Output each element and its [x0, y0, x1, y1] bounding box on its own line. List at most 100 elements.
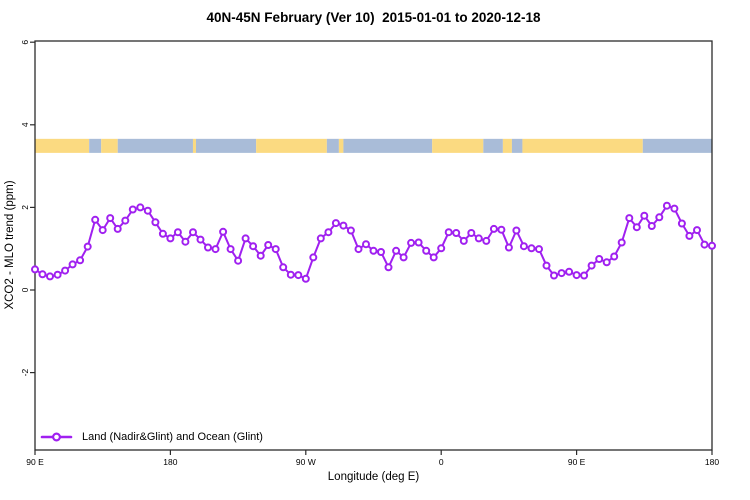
data-point [189, 228, 197, 237]
data-point [181, 237, 190, 246]
data-point [700, 240, 709, 249]
legend-marker-icon [40, 432, 73, 442]
data-point [377, 248, 385, 256]
data-point [519, 242, 528, 251]
data-point [632, 223, 641, 232]
data-point [166, 234, 175, 243]
data-point [234, 256, 243, 265]
x-tick-label: 90 W [296, 457, 316, 467]
data-point [196, 235, 205, 244]
data-point [617, 238, 626, 247]
x-tick-label: 180 [163, 457, 177, 467]
y-tick-label: -2 [20, 369, 30, 377]
data-point [677, 219, 686, 228]
data-point [625, 214, 634, 223]
data-point [301, 274, 310, 283]
data-point [173, 228, 182, 237]
map-band-segment-ocean [642, 138, 712, 153]
data-point [121, 216, 130, 225]
data-point [542, 261, 551, 270]
data-point [474, 234, 483, 243]
data-point [392, 246, 401, 255]
x-tick-label: 0 [439, 457, 444, 467]
data-point [286, 270, 295, 279]
x-tick-label: 90 E [26, 457, 44, 467]
data-point [512, 226, 521, 235]
y-tick-label: 0 [20, 287, 30, 292]
data-point [249, 242, 258, 251]
data-point [91, 215, 100, 224]
data-point [422, 246, 431, 255]
legend-label: Land (Nadir&Glint) and Ocean (Glint) [82, 431, 263, 443]
data-point [331, 219, 340, 228]
chart-title: 40N-45N February (Ver 10) 2015-01-01 to … [206, 10, 541, 25]
data-point [444, 228, 453, 237]
data-point [708, 241, 716, 250]
data-point [226, 245, 235, 254]
x-tick-label: 180 [705, 457, 719, 467]
data-point [504, 243, 513, 252]
map-band-segment-ocean [343, 138, 433, 153]
y-tick-label: 4 [20, 122, 30, 127]
data-point [106, 214, 115, 223]
data-point [640, 211, 649, 220]
data-point [670, 204, 679, 213]
data-point [482, 236, 491, 245]
data-point [46, 272, 54, 281]
data-point [151, 218, 160, 227]
data-point [279, 263, 288, 272]
data-point [136, 203, 145, 212]
data-point [294, 271, 303, 280]
data-point [459, 236, 468, 245]
data-point [467, 229, 476, 237]
map-band-segment-land [522, 138, 643, 153]
data-point [128, 205, 137, 214]
data-point [98, 226, 107, 235]
data-point [685, 231, 694, 240]
data-point [580, 271, 589, 280]
data-point [693, 226, 701, 235]
data-point [557, 269, 566, 278]
data-point [53, 270, 62, 279]
data-point [662, 201, 671, 210]
x-tick-label: 90 E [568, 457, 586, 467]
data-line [34, 204, 713, 280]
data-point [407, 238, 416, 247]
data-point [143, 206, 152, 215]
data-point [204, 243, 212, 252]
data-point [587, 261, 596, 270]
y-tick-label: 2 [20, 205, 30, 210]
map-band-segment-ocean [326, 138, 339, 153]
data-point [113, 224, 122, 233]
data-point [211, 245, 220, 254]
plot-box [34, 40, 713, 451]
legend: Land (Nadir&Glint) and Ocean (Glint) [40, 429, 263, 445]
data-point [38, 270, 47, 279]
data-point [572, 271, 581, 280]
data-point [647, 222, 656, 230]
y-tick-label: 6 [20, 40, 30, 45]
data-point [414, 238, 423, 247]
data-point [271, 245, 280, 254]
data-point [399, 253, 408, 262]
data-point [83, 242, 92, 251]
map-band-segment-land [256, 138, 327, 153]
data-point [452, 229, 461, 237]
data-point [31, 265, 39, 274]
map-band-segment-ocean [195, 138, 257, 153]
map-band-segment-land [432, 138, 484, 153]
data-point [384, 263, 393, 272]
map-band-segment-ocean [89, 138, 102, 153]
data-point [489, 224, 498, 233]
data-point [362, 240, 370, 249]
map-band-segment-land [502, 138, 512, 153]
data-point [497, 225, 506, 234]
map-band-segment-land [192, 138, 196, 153]
data-point [527, 244, 536, 253]
data-point [346, 226, 355, 235]
data-point [602, 258, 611, 267]
data-point [309, 253, 318, 262]
data-point [437, 244, 446, 253]
